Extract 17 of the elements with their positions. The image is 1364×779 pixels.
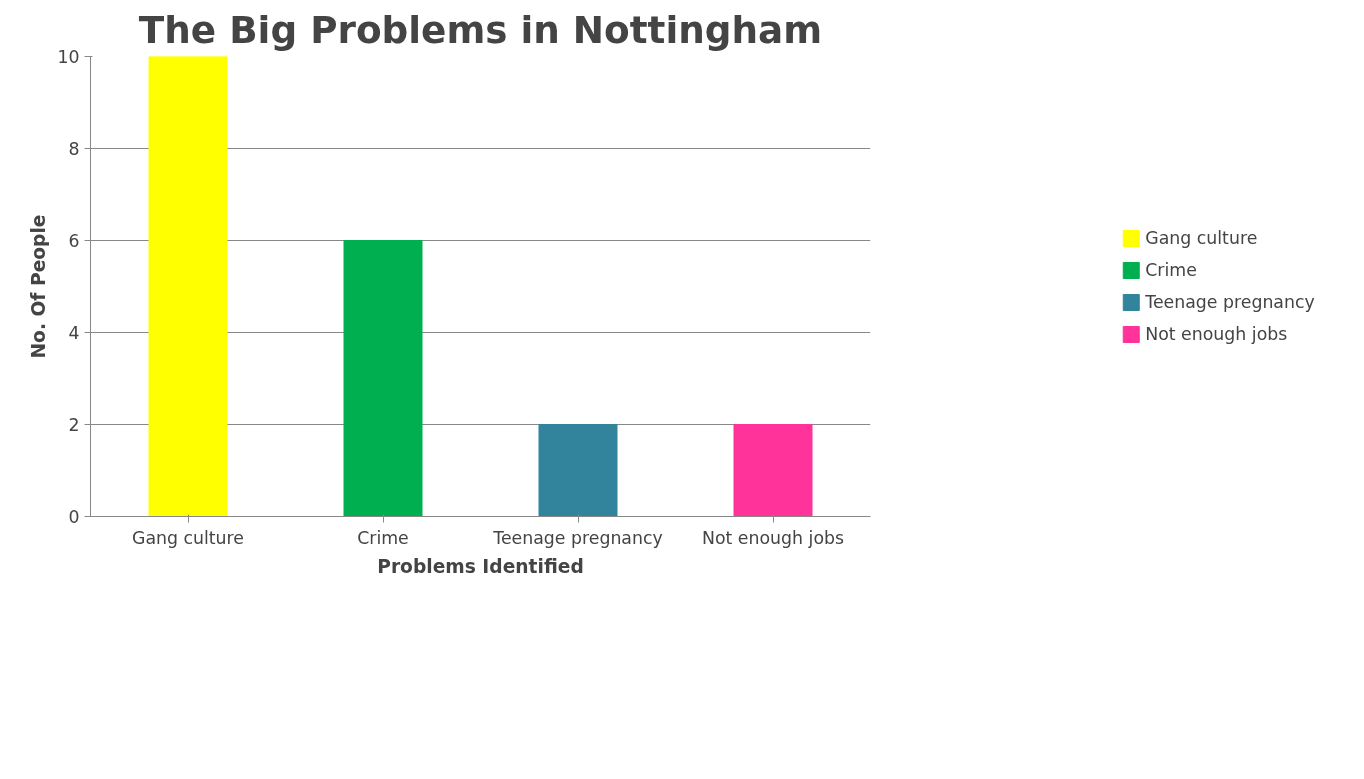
x-axis-title: Problems Identified [377, 555, 584, 577]
y-tick-label: 2 [68, 415, 80, 435]
x-tick-label: Crime [357, 527, 409, 548]
legend-label: Teenage pregnancy [1145, 292, 1315, 312]
y-tick-label: 4 [68, 323, 80, 343]
y-tick-label: 6 [68, 231, 80, 251]
x-tick-label: Not enough jobs [701, 527, 845, 548]
y-tick-label: 8 [68, 139, 80, 159]
chart-title: The Big Problems in Nottingham [138, 7, 823, 52]
x-tick-label: Teenage pregnancy [492, 527, 663, 548]
y-tick-label: 0 [68, 507, 80, 527]
legend-label: Not enough jobs [1145, 324, 1288, 344]
y-tick-label: 10 [57, 47, 80, 67]
y-axis-title: No. Of People [28, 214, 50, 359]
x-tick-label: Gang culture [131, 527, 245, 548]
legend-label: Gang culture [1145, 228, 1258, 248]
legend-label: Crime [1145, 260, 1197, 280]
